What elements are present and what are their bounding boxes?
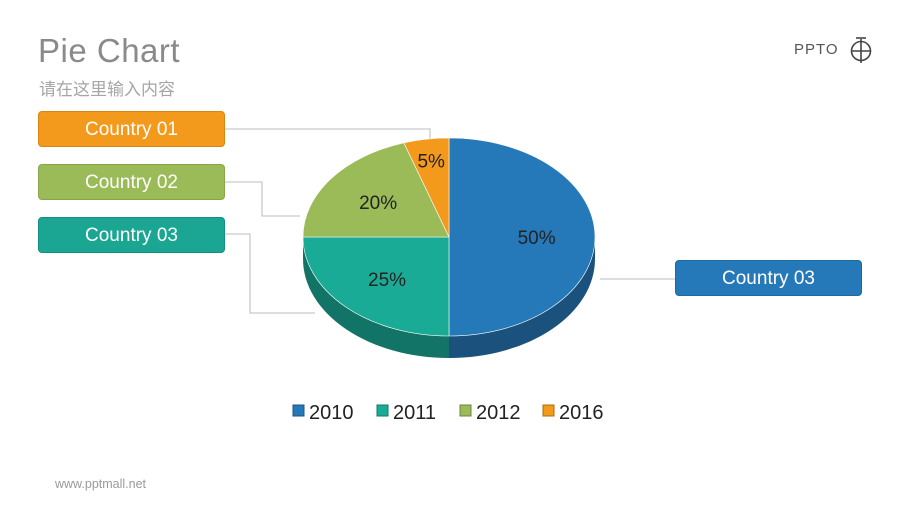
pie-slices xyxy=(302,137,596,337)
callout-country-03-right: Country 03 xyxy=(675,260,862,296)
ppto-logo-icon: PPTO xyxy=(794,37,872,63)
legend-swatch-2011 xyxy=(376,404,389,417)
footer-url: www.pptmall.net xyxy=(55,477,147,491)
legend-swatch-2010 xyxy=(292,404,305,417)
slice-label-2011: 25% xyxy=(368,270,406,291)
page-title: Pie Chart xyxy=(38,32,181,69)
slice-labels: 50% 25% 20% 5% xyxy=(359,152,556,291)
pie-slice-2010 xyxy=(448,137,596,337)
callout-country-02: Country 02 xyxy=(38,164,225,200)
page-subtitle: 请在这里输入内容 xyxy=(39,80,175,99)
leader-line-country-03 xyxy=(225,233,315,314)
legend-label-2016: 2016 xyxy=(559,402,604,424)
leader-line-country-02 xyxy=(225,181,300,217)
legend-label-2012: 2012 xyxy=(476,402,521,424)
pie-slice-2011 xyxy=(302,236,450,337)
slice-label-2010: 50% xyxy=(518,228,556,249)
logo-text: PPTO xyxy=(794,41,839,58)
legend-label-2011: 2011 xyxy=(393,402,436,424)
slice-label-2012: 20% xyxy=(359,193,397,214)
legend-swatch-2012 xyxy=(459,404,472,417)
callout-country-01: Country 01 xyxy=(38,111,225,147)
legend-swatch-2016 xyxy=(542,404,555,417)
legend-label-2010: 2010 xyxy=(309,402,354,424)
pie-depth xyxy=(303,237,595,358)
pie-side-2010 xyxy=(449,237,595,358)
pie-side-2011 xyxy=(303,237,449,358)
callout-country-03: Country 03 xyxy=(38,217,225,253)
pie-slice-2012 xyxy=(302,142,450,238)
slice-label-2016: 5% xyxy=(417,152,445,173)
legend: 2010 2011 2012 2016 xyxy=(292,402,604,424)
pie-slice-2016 xyxy=(403,137,450,238)
